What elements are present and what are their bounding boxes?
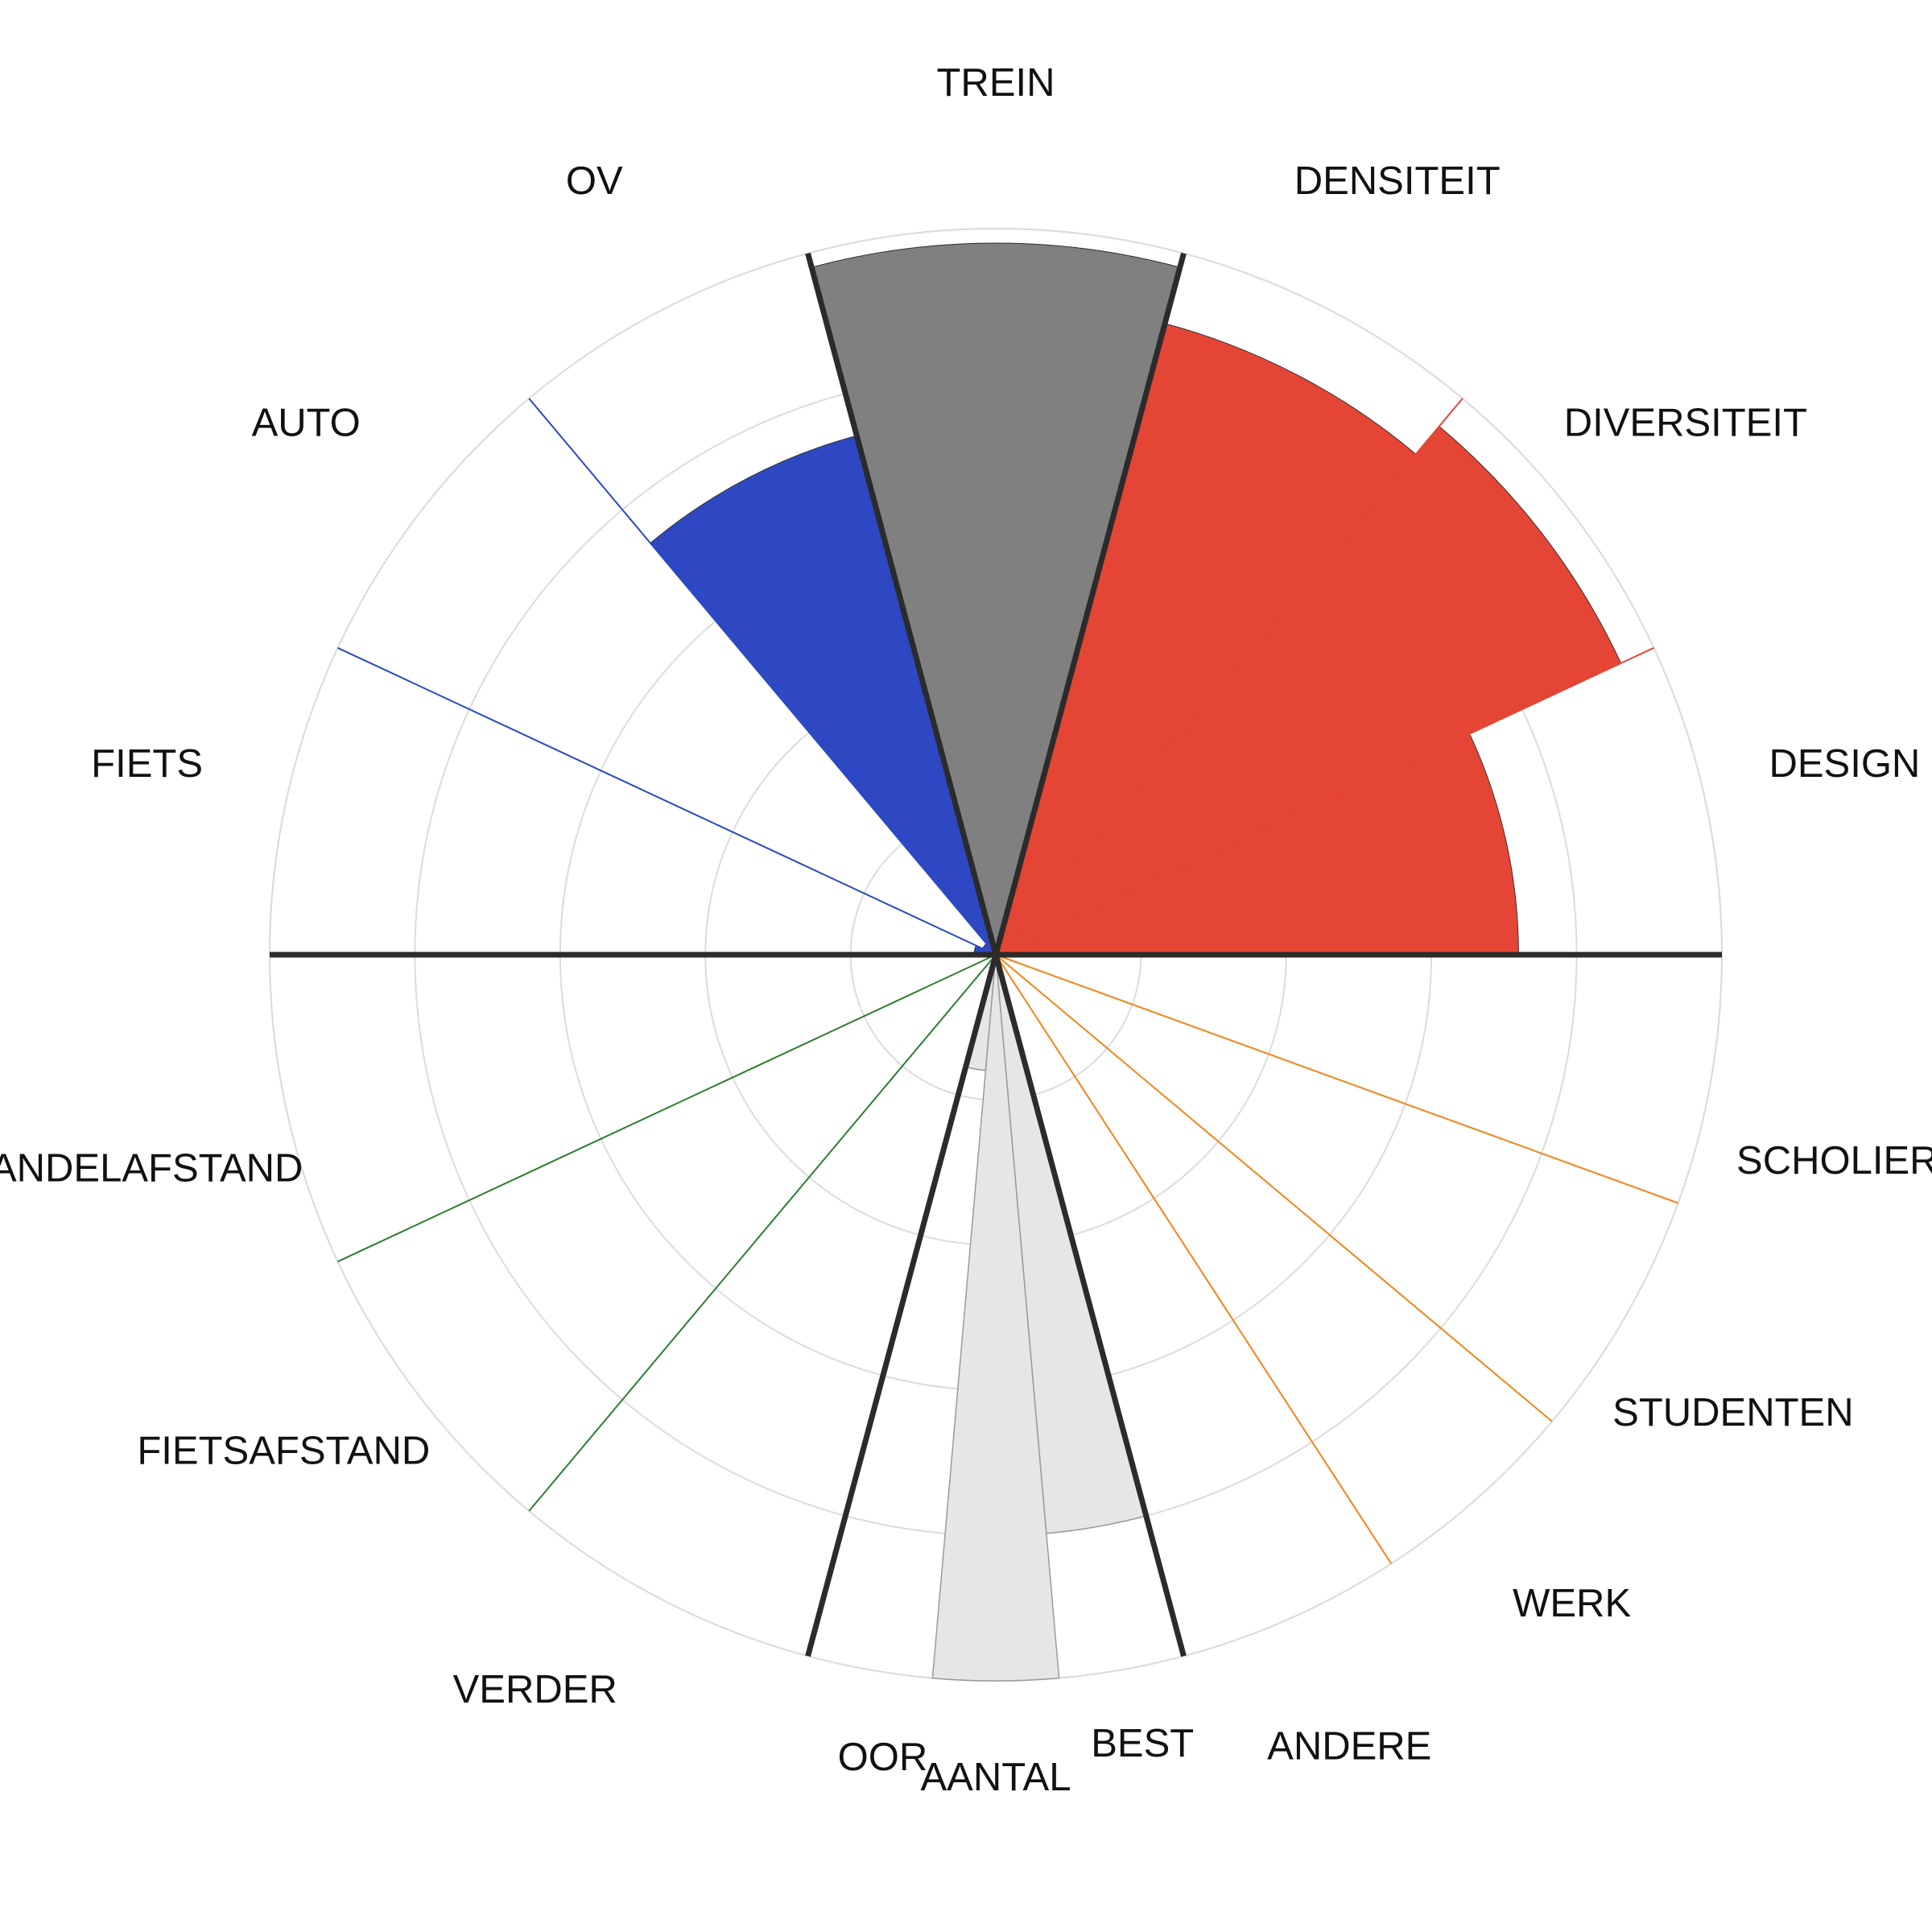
label-wandelafstand: WANDELAFSTAND (0, 1146, 303, 1190)
label-oor: OOR (838, 1736, 928, 1779)
label-werk: WERK (1513, 1582, 1631, 1625)
label-aantal: AANTAL (921, 1756, 1071, 1799)
label-auto: AUTO (252, 401, 361, 444)
label-design: DESIGN (1769, 742, 1920, 786)
label-best: BEST (1091, 1722, 1194, 1765)
label-studenten: STUDENTEN (1612, 1391, 1853, 1435)
label-fiets: FIETS (91, 742, 203, 786)
label-diversiteit: DIVERSITEIT (1564, 401, 1807, 444)
label-verder: VERDER (453, 1668, 617, 1711)
label-andere: ANDERE (1267, 1725, 1431, 1769)
label-ov: OV (566, 159, 623, 203)
label-scholieren: SCHOLIEREN (1736, 1139, 1932, 1183)
label-trein: TREIN (937, 61, 1055, 105)
label-densiteit: DENSITEIT (1294, 159, 1501, 203)
label-fietsafstand: FIETSAFSTAND (137, 1429, 430, 1472)
